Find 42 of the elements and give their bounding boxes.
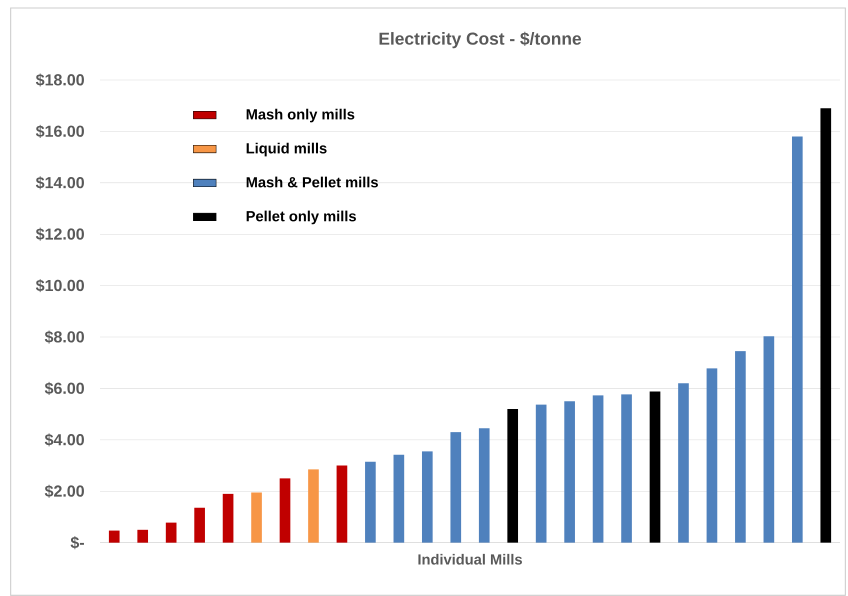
bar — [280, 478, 290, 543]
bar — [365, 462, 376, 543]
bar — [536, 404, 546, 543]
bar — [308, 469, 319, 543]
bar — [564, 401, 575, 543]
bar — [764, 336, 774, 543]
bar — [706, 368, 718, 543]
chart-title: Electricity Cost - $/tonne — [380, 32, 582, 48]
bar — [650, 392, 660, 543]
bar — [251, 492, 262, 543]
bar — [478, 428, 490, 543]
x-axis-title: Individual Mills — [418, 554, 522, 565]
bar — [592, 395, 604, 543]
y-tick-label: $8.00 — [44, 330, 84, 344]
bar — [507, 409, 518, 543]
bar — [137, 530, 148, 543]
y-tick-label: $2.00 — [44, 484, 84, 498]
bar — [422, 451, 433, 543]
bar — [336, 466, 348, 543]
bar — [450, 432, 462, 543]
bar — [394, 454, 404, 543]
legend-label: Mash & Pellet mills — [246, 176, 378, 188]
bar — [194, 508, 205, 543]
y-tick-label: $14.00 — [36, 176, 84, 190]
y-tick-label: $16.00 — [36, 124, 84, 138]
bar — [108, 530, 120, 543]
bar — [735, 351, 746, 543]
bar — [166, 522, 176, 543]
y-tick-label: $12.00 — [36, 228, 84, 241]
y-tick-label: $4.00 — [44, 433, 84, 446]
bar — [678, 383, 689, 543]
y-tick-label: $6.00 — [44, 382, 84, 395]
legend-label: Liquid mills — [246, 142, 327, 156]
bar — [792, 136, 803, 543]
legend-label: Pellet only mills — [246, 210, 356, 224]
bar — [621, 394, 632, 543]
y-tick-label: $- — [70, 536, 84, 550]
y-tick-label: $10.00 — [36, 279, 84, 292]
bar — [820, 108, 832, 543]
bar — [222, 494, 234, 543]
y-tick-label: $18.00 — [36, 73, 84, 87]
legend-label: Mash only mills — [246, 108, 354, 122]
